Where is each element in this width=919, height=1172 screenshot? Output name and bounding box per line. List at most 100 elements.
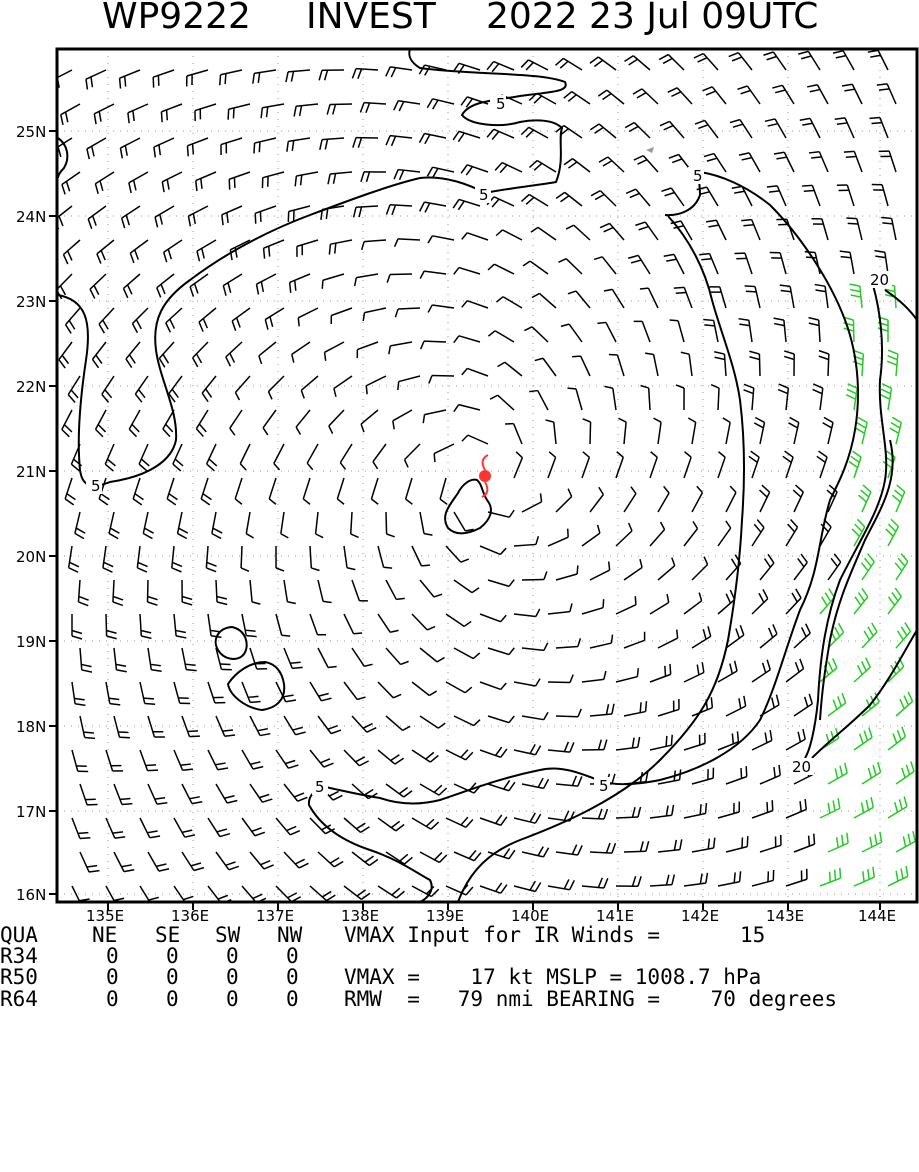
wind-barb-feather	[578, 709, 581, 717]
wind-barb-feather	[201, 178, 202, 188]
wind-barb-staff	[850, 252, 854, 274]
contour-label: 20	[870, 271, 889, 289]
wind-barb-staff	[692, 636, 711, 648]
lat-label: 24N	[16, 208, 46, 226]
wind-barb-feather	[742, 158, 752, 160]
wind-barb-staff	[624, 422, 626, 444]
wind-barb-staff	[344, 682, 357, 700]
wind-barb-feather	[792, 593, 797, 602]
longitude-labels: 135E 136E 137E 138E 139E 140E 141E 142E …	[86, 907, 896, 924]
wind-barb-feather	[840, 766, 842, 776]
lat-label: 23N	[16, 293, 46, 311]
wind-barb-feather	[325, 139, 327, 149]
wind-barb-feather	[82, 670, 92, 672]
wind-barb-feather	[102, 394, 109, 402]
wind-barb-feather	[98, 425, 105, 432]
wind-barb-feather	[809, 323, 819, 325]
wind-barb-feather	[245, 630, 255, 631]
wind-barb-feather	[76, 528, 85, 533]
wind-barb-feather	[283, 695, 293, 697]
wind-barb-staff	[420, 716, 438, 728]
wind-barb-feather	[560, 61, 568, 68]
wind-barb-feather	[320, 140, 322, 150]
wind-barb-feather	[429, 691, 436, 695]
wind-barb-staff	[582, 886, 604, 888]
wind-barb-feather	[326, 895, 335, 900]
wind-barb-feather	[877, 84, 887, 85]
wind-barb-feather	[846, 395, 855, 399]
wind-barb-feather	[628, 255, 638, 258]
wind-barb-staff	[488, 648, 509, 655]
wind-barb-feather	[640, 559, 642, 567]
wind-barb-staff	[468, 435, 488, 444]
wind-barb-staff	[78, 580, 80, 602]
wind-barb-staff	[182, 784, 192, 804]
wind-barb-staff	[240, 444, 250, 464]
wind-barb-feather	[809, 836, 810, 846]
wind-barb-staff	[514, 424, 522, 444]
wind-barb-feather	[148, 770, 158, 771]
wind-barb-feather	[259, 794, 269, 797]
wind-barb-feather	[226, 862, 236, 865]
wind-barb-staff	[352, 580, 359, 601]
wind-barb-feather	[255, 832, 265, 835]
wind-barb-staff	[692, 422, 696, 444]
wind-barb-feather	[698, 58, 707, 62]
wind-barb-feather	[206, 568, 216, 572]
wind-map: 5 5 5 5 5 5 20 20 25N 24N 23N 22N 21N 20…	[0, 0, 919, 924]
wind-barb-feather	[609, 562, 610, 570]
wind-barb-feather	[568, 162, 576, 168]
wind-barb-feather	[466, 167, 472, 175]
wind-barb-staff	[738, 53, 752, 70]
wind-barb-feather	[327, 104, 330, 114]
wind-barb-staff	[760, 563, 774, 580]
wind-barb-staff	[398, 170, 420, 172]
wind-barb-feather	[677, 630, 678, 638]
wind-barb-feather	[193, 144, 194, 154]
r50-sw: 0	[226, 966, 239, 989]
wind-barb-feather	[298, 797, 308, 801]
wind-barb-feather	[863, 871, 864, 881]
wind-barb-feather	[358, 138, 361, 148]
wind-barb-feather	[133, 111, 134, 121]
wind-barb-feather	[146, 765, 156, 766]
wind-barb-staff	[331, 308, 352, 316]
wind-barb-staff	[808, 51, 820, 70]
wind-barb-feather	[144, 528, 153, 533]
wind-barb-staff	[197, 240, 216, 251]
wind-barb-feather	[99, 499, 108, 505]
wind-barb-feather	[632, 807, 635, 817]
wind-barb-feather	[604, 809, 607, 819]
wind-barb-staff	[760, 775, 780, 784]
wind-barb-staff	[650, 885, 672, 886]
wind-barb-feather	[248, 696, 258, 697]
wind-barb-feather	[166, 323, 171, 332]
wind-barb-feather	[220, 834, 230, 837]
wind-barb-feather	[301, 175, 302, 185]
contour-small-loop-2	[228, 662, 284, 710]
wind-barb-feather	[62, 430, 69, 437]
wind-barb-feather	[516, 452, 522, 458]
wind-barb-feather	[856, 428, 865, 433]
wind-barb-feather	[749, 357, 759, 360]
wind-barb-feather	[356, 823, 365, 829]
wind-barb-feather	[883, 462, 892, 468]
wind-barb-staff	[334, 376, 352, 389]
wind-barb-feather	[879, 89, 889, 90]
island-shape	[646, 147, 654, 153]
wind-barb-feather	[261, 108, 262, 118]
wind-barb-feather	[124, 870, 134, 872]
wind-barb-staff	[624, 712, 646, 716]
wind-barb-staff	[574, 225, 590, 240]
wind-barb-staff	[216, 784, 227, 803]
wind-barb-staff	[548, 457, 556, 478]
wind-barb-feather	[391, 821, 399, 827]
wind-barb-staff	[794, 704, 812, 716]
wind-barb-feather	[788, 524, 795, 532]
wind-barb-staff	[784, 320, 786, 342]
wind-barb-staff	[634, 123, 650, 138]
wind-barb-staff	[726, 422, 730, 444]
wind-barb-feather	[276, 568, 284, 571]
wind-barb-staff	[130, 240, 148, 253]
wind-barb-staff	[878, 50, 888, 70]
